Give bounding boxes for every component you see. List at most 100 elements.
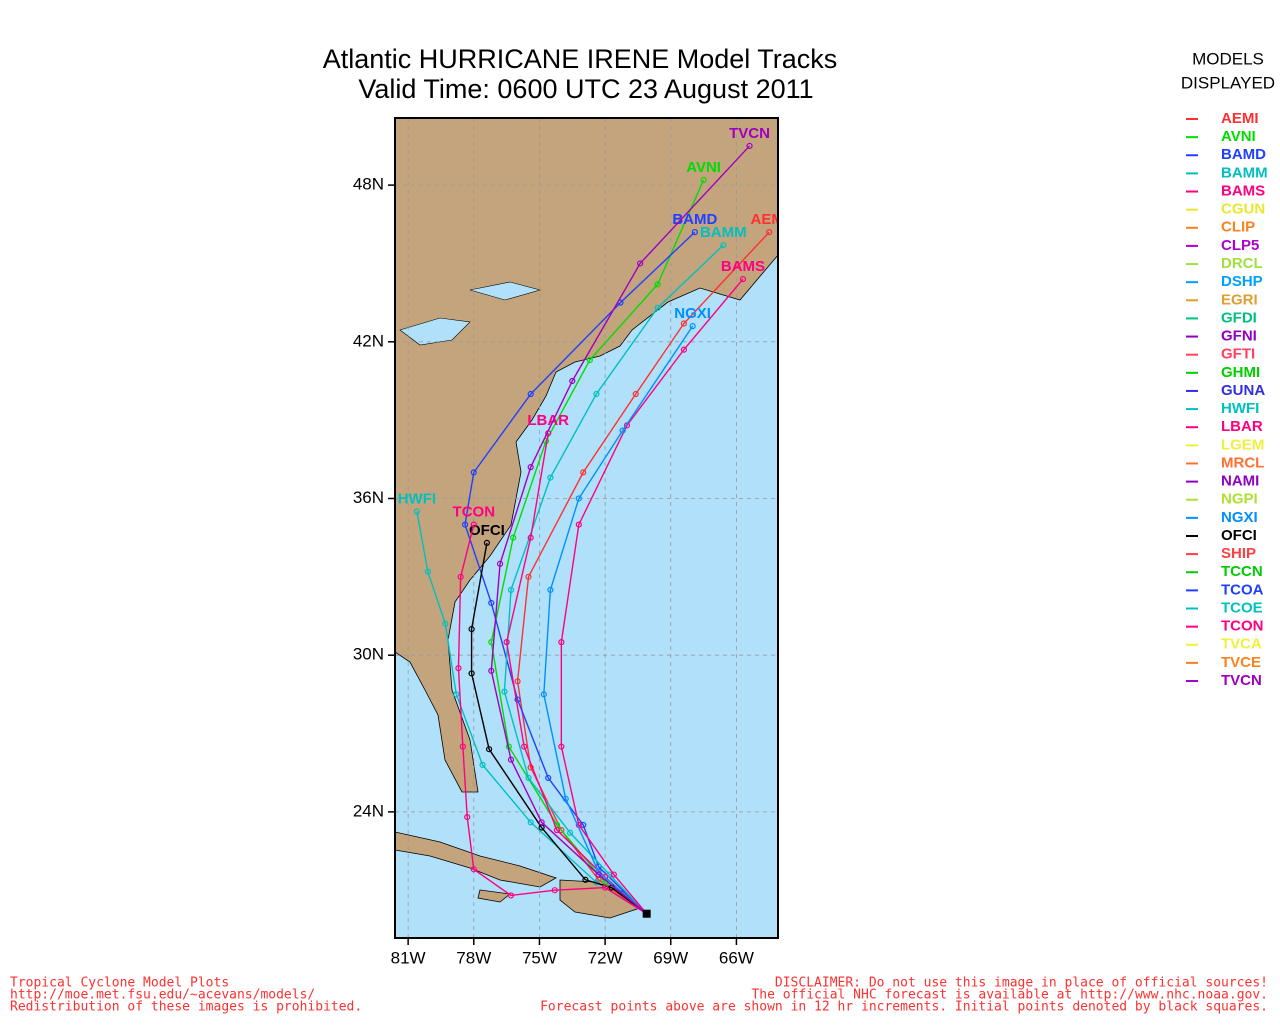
track-end-label: TVCN	[729, 125, 770, 142]
track-line	[543, 325, 694, 915]
track-end-label: AVNI	[686, 159, 721, 176]
track-point	[606, 871, 613, 878]
legend-label: BAMM	[1221, 164, 1268, 181]
track-point	[507, 756, 515, 763]
track-point	[510, 534, 517, 541]
track-line	[490, 145, 751, 915]
track-point	[470, 866, 477, 873]
track-end-label: TCON	[453, 504, 496, 521]
track-point	[468, 625, 475, 633]
track-point	[720, 242, 727, 249]
track-point	[680, 346, 687, 353]
track-point	[593, 390, 600, 398]
track-point	[575, 495, 582, 502]
y-tick-label: 30N	[353, 645, 384, 664]
legend-label: TVCA	[1221, 636, 1262, 653]
track-point	[483, 539, 491, 546]
footer-right: The official NHC forecast is available a…	[751, 988, 1268, 1003]
track-end-label: NGXI	[674, 305, 711, 322]
track-point	[468, 670, 475, 677]
track-point	[470, 469, 477, 476]
track-point	[527, 819, 534, 826]
footer-right: Forecast points above are shown in 12 hr…	[540, 1000, 1268, 1015]
track-point	[558, 639, 565, 646]
track-point	[457, 573, 464, 580]
track-point	[547, 474, 554, 481]
legend-label: CGUN	[1221, 201, 1265, 218]
track-end-label: LBAR	[527, 412, 569, 429]
track-point	[479, 761, 486, 768]
track-point	[654, 304, 661, 311]
track-point	[442, 620, 449, 627]
track-point	[540, 691, 547, 698]
legend-label: BAMS	[1221, 182, 1265, 199]
track-point	[488, 599, 495, 607]
legend-label: MRCL	[1221, 454, 1264, 471]
legend-label: NGPI	[1221, 491, 1258, 508]
footer-left: Tropical Cyclone Model Plots	[10, 976, 229, 991]
x-tick-label: 75W	[522, 948, 557, 967]
title: Atlantic HURRICANE IRENE Model Tracks	[323, 44, 838, 74]
legend-label: GFDI	[1221, 309, 1257, 326]
track-end-label: BAMM	[700, 224, 747, 241]
legend-label: TCON	[1221, 618, 1264, 635]
track-point	[547, 586, 554, 593]
x-tick-label: 78W	[456, 948, 491, 967]
legend-label: AEMI	[1221, 110, 1259, 127]
track-point	[566, 829, 574, 836]
track-point	[507, 892, 515, 899]
subtitle: Valid Time: 0600 UTC 23 August 2011	[358, 74, 813, 104]
track-point	[453, 691, 460, 698]
track-point	[470, 521, 477, 528]
track-point	[551, 887, 558, 894]
track-point	[413, 508, 420, 515]
track-point	[562, 795, 569, 802]
legend-label: LGEM	[1221, 436, 1264, 453]
jamaica	[477, 889, 511, 903]
y-tick-label: 48N	[353, 175, 384, 194]
legend-label: CLIP	[1221, 219, 1255, 236]
legend-label: TVCE	[1221, 654, 1261, 671]
track-point	[586, 356, 593, 364]
legend-label: TVCN	[1221, 672, 1262, 689]
track-point	[680, 320, 687, 327]
track-line	[516, 231, 770, 915]
legend-label: GUNA	[1221, 382, 1265, 399]
track-point	[700, 176, 707, 183]
track-point	[486, 746, 493, 753]
track-point	[503, 639, 510, 646]
track-point	[507, 586, 515, 593]
track-point	[746, 142, 753, 150]
legend-label: NGXI	[1221, 509, 1258, 526]
legend-label: HWFI	[1221, 400, 1259, 417]
track-point	[602, 884, 609, 891]
legend-title: MODELS	[1192, 49, 1264, 68]
track-point	[580, 469, 587, 476]
track-point	[637, 260, 644, 267]
legend-label: TCCN	[1221, 563, 1263, 580]
track-point	[525, 573, 532, 580]
track-point	[538, 819, 545, 826]
legend-label: LBAR	[1221, 418, 1263, 435]
legend-label: BAMD	[1221, 146, 1266, 163]
track-line	[560, 278, 744, 915]
x-tick-label: 69W	[653, 948, 688, 967]
legend-label: EGRI	[1221, 291, 1258, 308]
track-point	[424, 568, 431, 575]
y-tick-label: 42N	[353, 331, 384, 350]
footer-left: Redistribution of these images is prohib…	[10, 1000, 362, 1015]
track-point	[619, 427, 626, 434]
track-point	[595, 871, 602, 878]
track-point	[739, 276, 747, 283]
track-point	[569, 377, 576, 385]
track-point	[527, 390, 534, 398]
track-point	[689, 323, 696, 330]
legend-label: SHIP	[1221, 545, 1256, 562]
legend-label: TCOA	[1221, 581, 1264, 598]
track-point	[501, 688, 508, 695]
track-point	[527, 534, 534, 541]
track-point	[558, 827, 565, 834]
track-point	[496, 560, 504, 567]
